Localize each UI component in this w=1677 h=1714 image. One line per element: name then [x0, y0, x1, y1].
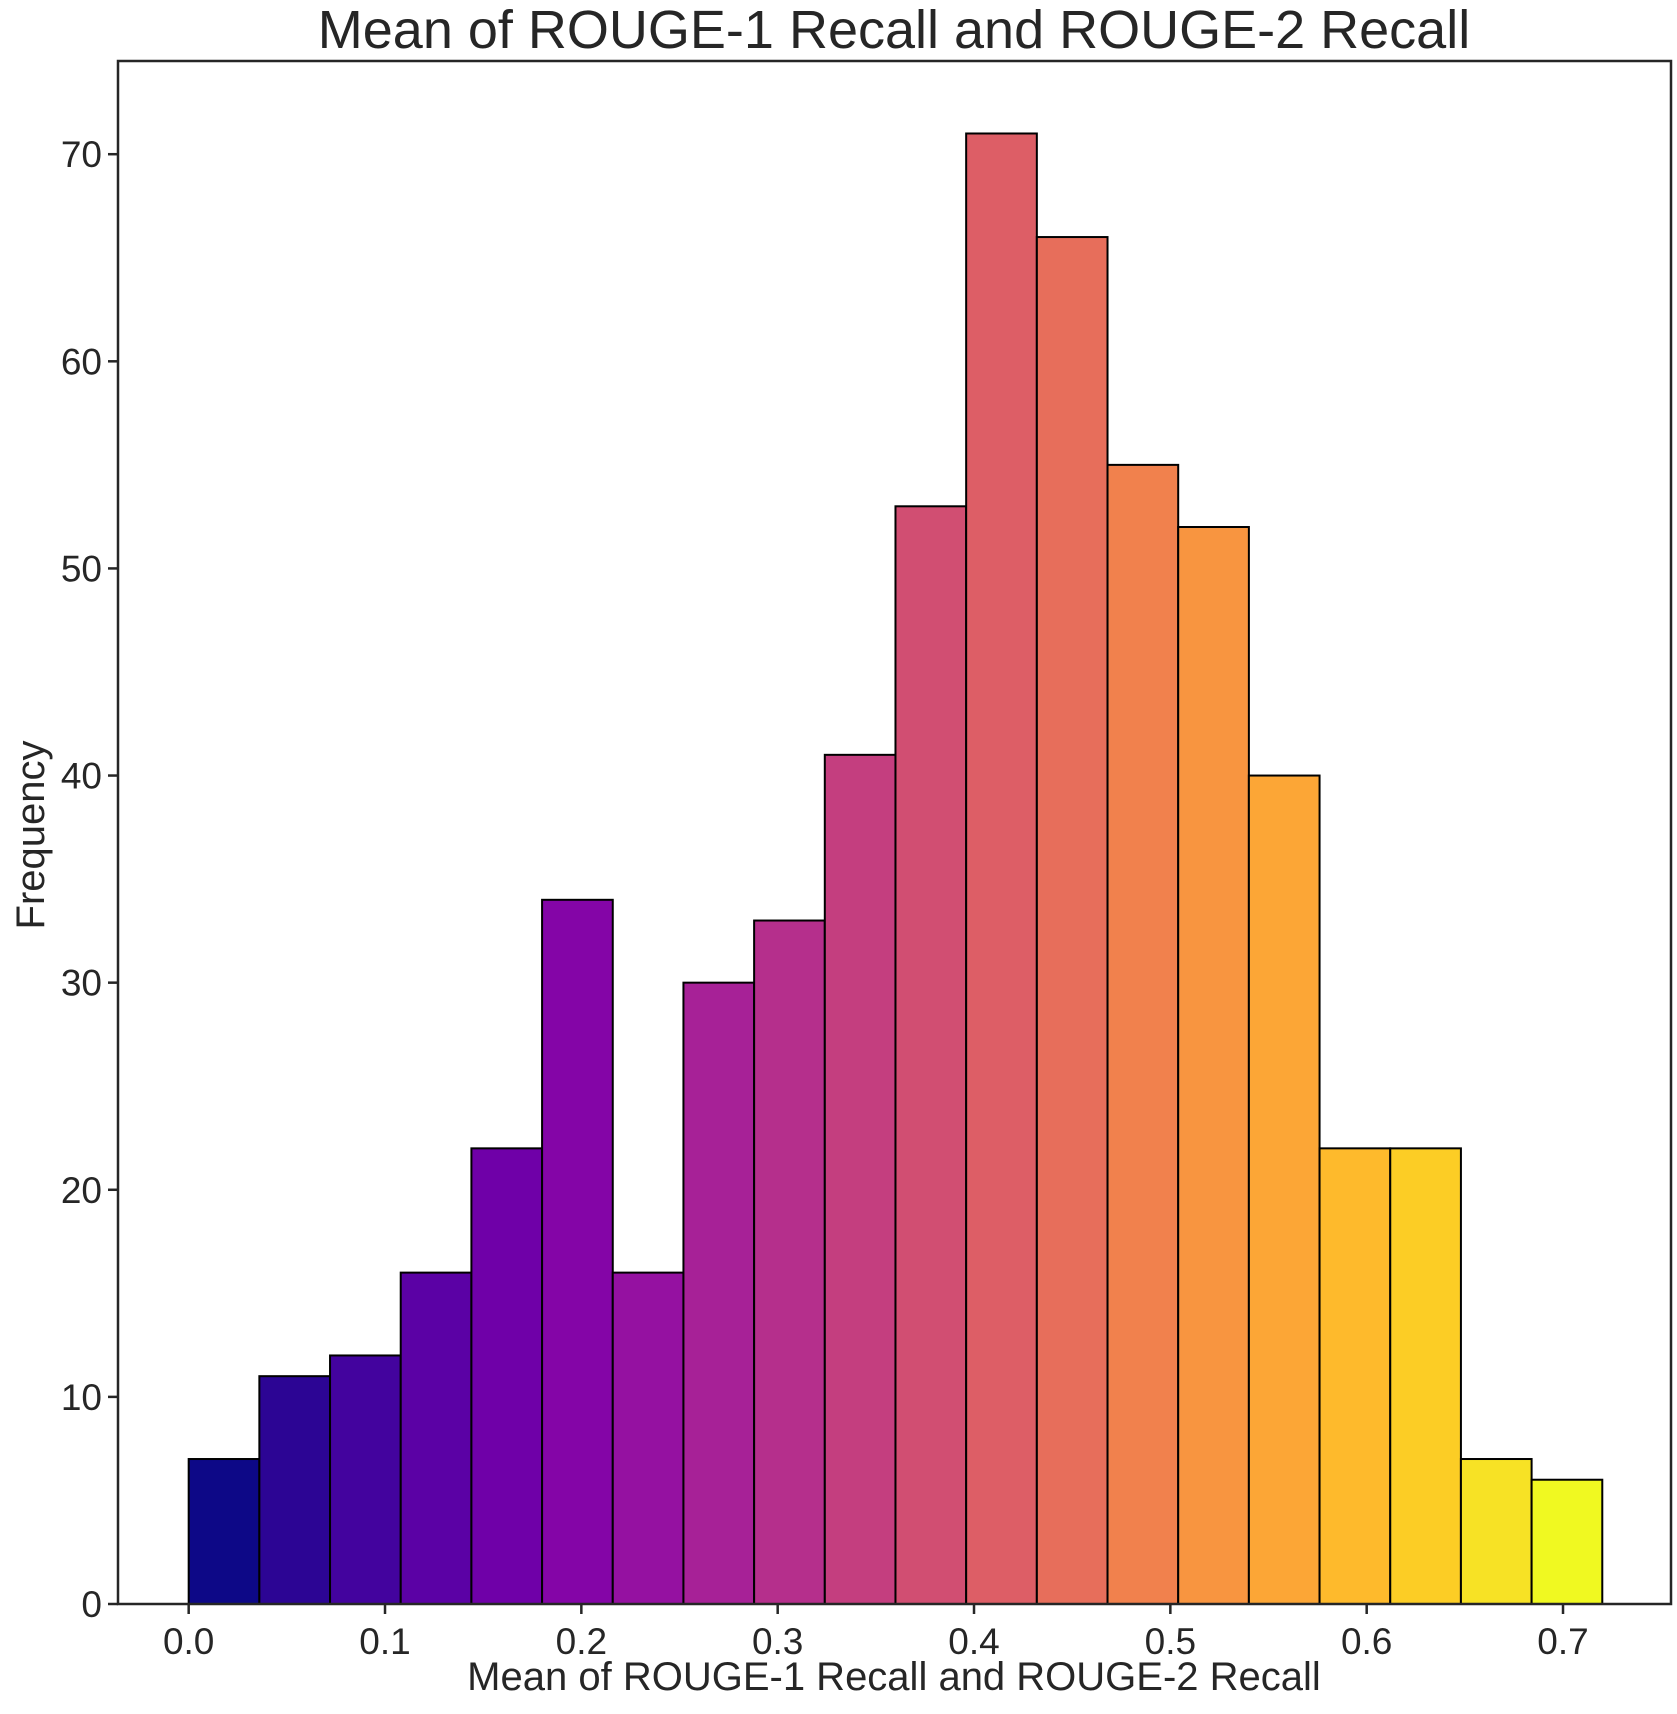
x-tick-label: 0.0	[163, 1621, 214, 1662]
x-tick-label: 0.5	[1145, 1621, 1196, 1662]
x-tick-label: 0.1	[359, 1621, 410, 1662]
x-tick-label: 0.6	[1341, 1621, 1392, 1662]
histogram-bar	[1177, 526, 1250, 1605]
histogram-bar	[1318, 1147, 1392, 1605]
histogram-bar	[1106, 463, 1180, 1606]
x-tick-label: 0.3	[752, 1621, 803, 1662]
x-tick-label: 0.2	[556, 1621, 607, 1662]
histogram-bar	[470, 1147, 544, 1605]
chart-title: Mean of ROUGE-1 Recall and ROUGE-2 Recal…	[318, 0, 1470, 60]
histogram-bar	[1035, 236, 1109, 1605]
x-tick-label: 0.7	[1537, 1621, 1588, 1662]
y-tick-label: 30	[61, 963, 102, 1004]
histogram-bar	[541, 898, 614, 1605]
histogram-bar	[1247, 774, 1321, 1605]
histogram-bar	[611, 1271, 685, 1605]
plot-frame	[116, 59, 1673, 1606]
histogram-bar	[329, 1354, 402, 1606]
y-tick-label: 50	[61, 548, 102, 589]
histogram-bar	[894, 505, 968, 1605]
histogram-bar	[1530, 1478, 1604, 1606]
x-axis: 0.0 0.1 0.2 0.3 0.4 0.5 0.6 0.7	[163, 1604, 1589, 1662]
x-axis-label: Mean of ROUGE-1 Recall and ROUGE-2 Recal…	[467, 1655, 1321, 1699]
histogram-bar	[399, 1271, 473, 1605]
histogram-bar	[682, 981, 756, 1605]
y-axis: 0 10 20 30 40 50 60 70	[61, 134, 118, 1625]
histogram-bar	[1389, 1147, 1462, 1605]
y-tick-label: 0	[81, 1584, 102, 1625]
x-tick-label: 0.4	[948, 1621, 999, 1662]
histogram-bar	[965, 132, 1038, 1605]
histogram-bar	[753, 919, 826, 1605]
y-tick-label: 20	[61, 1170, 102, 1211]
histogram-bar	[187, 1458, 261, 1605]
histogram-bar	[258, 1375, 332, 1605]
y-tick-label: 40	[61, 756, 102, 797]
y-tick-label: 70	[61, 134, 102, 175]
y-axis-label: Frequency	[9, 741, 53, 930]
bars-group	[187, 132, 1604, 1606]
y-tick-label: 60	[61, 341, 102, 382]
histogram-bar	[823, 753, 897, 1605]
histogram-bar	[1459, 1458, 1533, 1605]
y-tick-label: 10	[61, 1377, 102, 1418]
